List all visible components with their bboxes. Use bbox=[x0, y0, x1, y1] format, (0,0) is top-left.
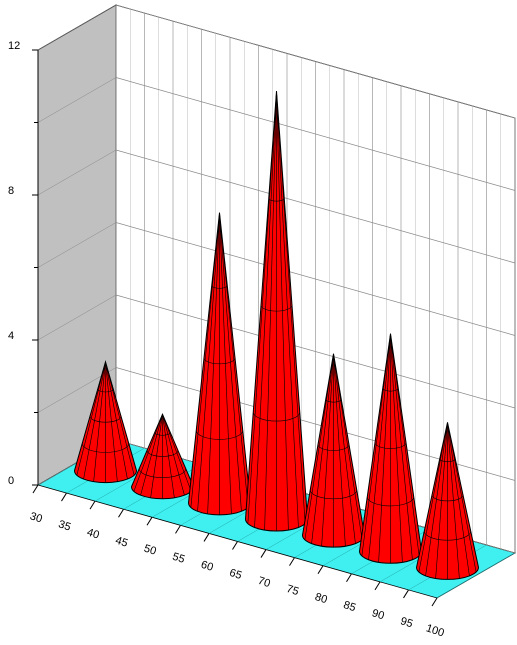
wall-grid-line bbox=[37, 77, 117, 123]
cone-ring bbox=[81, 443, 130, 453]
x-tick-label: 55 bbox=[171, 551, 186, 566]
x-tick-label: 95 bbox=[399, 615, 414, 630]
y-tick-label: 12 bbox=[8, 40, 20, 52]
y-tick-label: 8 bbox=[8, 185, 14, 197]
x-tick-label: 85 bbox=[342, 599, 357, 614]
grid-line bbox=[115, 149, 516, 264]
cone-group bbox=[73, 359, 138, 484]
x-tick bbox=[89, 500, 96, 510]
x-tick bbox=[289, 557, 295, 566]
floor-grid-line bbox=[436, 552, 516, 599]
x-tick bbox=[374, 581, 381, 591]
x-tick-label: 75 bbox=[285, 583, 300, 598]
x-tick bbox=[260, 549, 267, 558]
grid-line bbox=[115, 4, 516, 119]
wall-grid-line bbox=[37, 222, 117, 268]
cone-ring bbox=[268, 198, 285, 202]
x-tick bbox=[431, 597, 438, 607]
x-tick-label: 60 bbox=[199, 559, 214, 574]
cone-ring bbox=[366, 496, 415, 507]
cone-ring bbox=[309, 489, 358, 500]
cone-ring bbox=[138, 468, 187, 478]
x-tick-label: 50 bbox=[142, 543, 157, 558]
x-tick-label: 40 bbox=[85, 526, 100, 541]
x-tick bbox=[403, 589, 409, 599]
x-tick bbox=[232, 541, 238, 550]
cone-ring bbox=[195, 430, 244, 440]
cone-ring bbox=[211, 285, 228, 289]
x-tick-label: 35 bbox=[57, 518, 72, 533]
cone-ring bbox=[260, 305, 293, 312]
cone-ring bbox=[203, 357, 236, 365]
x-tick-label: 30 bbox=[28, 510, 43, 525]
x-tick-label: 70 bbox=[256, 575, 271, 590]
x-tick-label: 100 bbox=[424, 622, 445, 639]
x-tick-label: 90 bbox=[370, 607, 385, 622]
x-tick bbox=[32, 484, 39, 494]
grid-line bbox=[115, 77, 516, 191]
x-tick bbox=[203, 533, 210, 542]
cone-ring bbox=[89, 416, 122, 423]
cone-ring bbox=[317, 444, 350, 451]
cone-ring bbox=[374, 442, 407, 449]
cone-ring bbox=[431, 494, 464, 502]
cone-group bbox=[415, 422, 480, 580]
grid-line bbox=[115, 222, 516, 336]
cone-ring bbox=[97, 388, 114, 393]
x-tick bbox=[146, 517, 153, 526]
y-tick-label: 4 bbox=[8, 330, 14, 342]
x-tick bbox=[118, 508, 124, 518]
cone-group bbox=[244, 91, 309, 532]
x-tick-label: 45 bbox=[114, 535, 129, 550]
x-tick bbox=[346, 573, 352, 583]
cone-group bbox=[187, 212, 252, 516]
cone-group bbox=[358, 333, 423, 564]
cone-ring bbox=[325, 399, 342, 403]
cone-ring bbox=[154, 432, 171, 436]
grid-line bbox=[115, 294, 516, 409]
x-tick bbox=[317, 565, 324, 574]
x-tick bbox=[175, 525, 181, 534]
cone-ring bbox=[423, 531, 472, 541]
cone-ring bbox=[439, 458, 456, 462]
wall-grid-line bbox=[37, 149, 117, 196]
x-tick bbox=[61, 492, 67, 502]
x-tick-label: 80 bbox=[313, 591, 328, 606]
y-tick-label: 0 bbox=[8, 475, 14, 487]
cone-ring bbox=[252, 412, 301, 422]
cone-ring bbox=[382, 388, 399, 392]
wall-grid-line bbox=[37, 4, 117, 51]
x-tick-label: 65 bbox=[228, 567, 243, 582]
cone-ring bbox=[146, 450, 179, 457]
wall-grid-line bbox=[37, 294, 117, 341]
